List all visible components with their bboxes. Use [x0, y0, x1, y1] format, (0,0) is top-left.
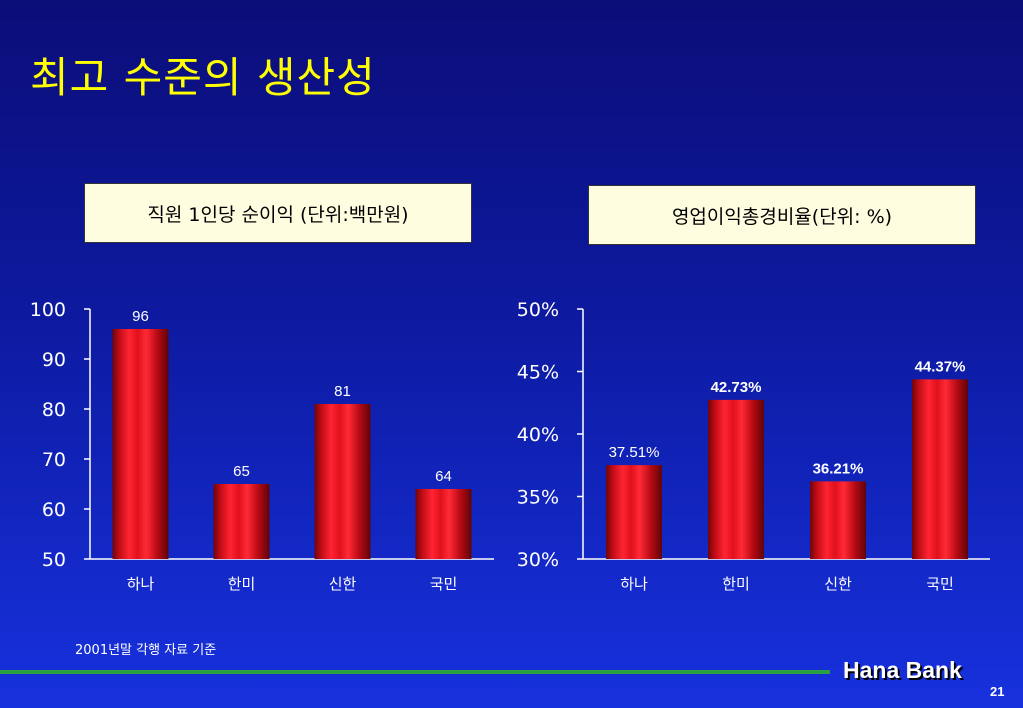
category-label: 국민 — [430, 575, 458, 593]
bar-한미 — [213, 484, 270, 559]
bar-한미 — [708, 399, 764, 559]
chart2-title: 영업이익총경비율(단위: %) — [671, 205, 893, 228]
category-label: 하나 — [127, 575, 155, 593]
y-tick-label: 100 — [30, 299, 66, 321]
y-tick-label: 45% — [517, 362, 559, 384]
chart-operating-profit-ratio: 50% 45% 40% 35% 30% 37.51% 하나 42.73% 한미 36.21% 신한 4… — [517, 299, 990, 593]
bar-신한 — [314, 404, 371, 559]
data-label: 81 — [334, 383, 351, 400]
y-tick-label: 50% — [517, 299, 559, 321]
chart1-title-box: 직원 1인당 순이익 (단위:백만원) — [84, 183, 472, 243]
data-label: 96 — [132, 308, 149, 325]
bar-신한 — [810, 481, 866, 559]
bar-하나 — [606, 465, 662, 559]
y-tick-label: 40% — [517, 424, 559, 446]
y-tick-label: 80 — [42, 399, 66, 421]
bar-국민 — [415, 489, 472, 559]
y-tick-label: 50 — [42, 549, 66, 571]
y-tick-label: 70 — [42, 449, 66, 471]
y-tick-label: 35% — [517, 487, 559, 509]
data-label: 42.73% — [711, 379, 762, 396]
category-label: 한미 — [722, 575, 750, 593]
page-number: 21 — [990, 684, 1005, 699]
category-label: 국민 — [926, 575, 954, 593]
category-label: 신한 — [329, 575, 357, 593]
data-label: 44.37% — [915, 358, 966, 375]
y-tick-label: 90 — [42, 349, 66, 371]
bar-국민 — [912, 379, 968, 559]
chart2-title-box: 영업이익총경비율(단위: %) — [588, 185, 976, 245]
y-tick-label: 60 — [42, 499, 66, 521]
brand-logo-text: Hana Bank — [843, 657, 962, 683]
category-label: 하나 — [620, 575, 648, 593]
footer-rule — [0, 670, 830, 674]
chart-net-profit-per-employee: 100 90 80 70 60 50 96 하나 65 한미 81 신한 64 국민 — [30, 299, 494, 593]
bar-하나 — [112, 329, 169, 559]
slide-title: 최고 수준의 생산성 — [30, 53, 376, 102]
category-label: 신한 — [824, 575, 852, 593]
data-label: 37.51% — [609, 444, 660, 461]
y-tick-label: 30% — [517, 549, 559, 571]
data-label: 65 — [233, 463, 250, 480]
chart1-title: 직원 1인당 순이익 (단위:백만원) — [147, 203, 409, 226]
category-label: 한미 — [228, 575, 256, 593]
data-label: 64 — [435, 468, 452, 485]
data-label: 36.21% — [813, 460, 864, 477]
footnote: 2001년말 각행 자료 기준 — [75, 643, 217, 658]
